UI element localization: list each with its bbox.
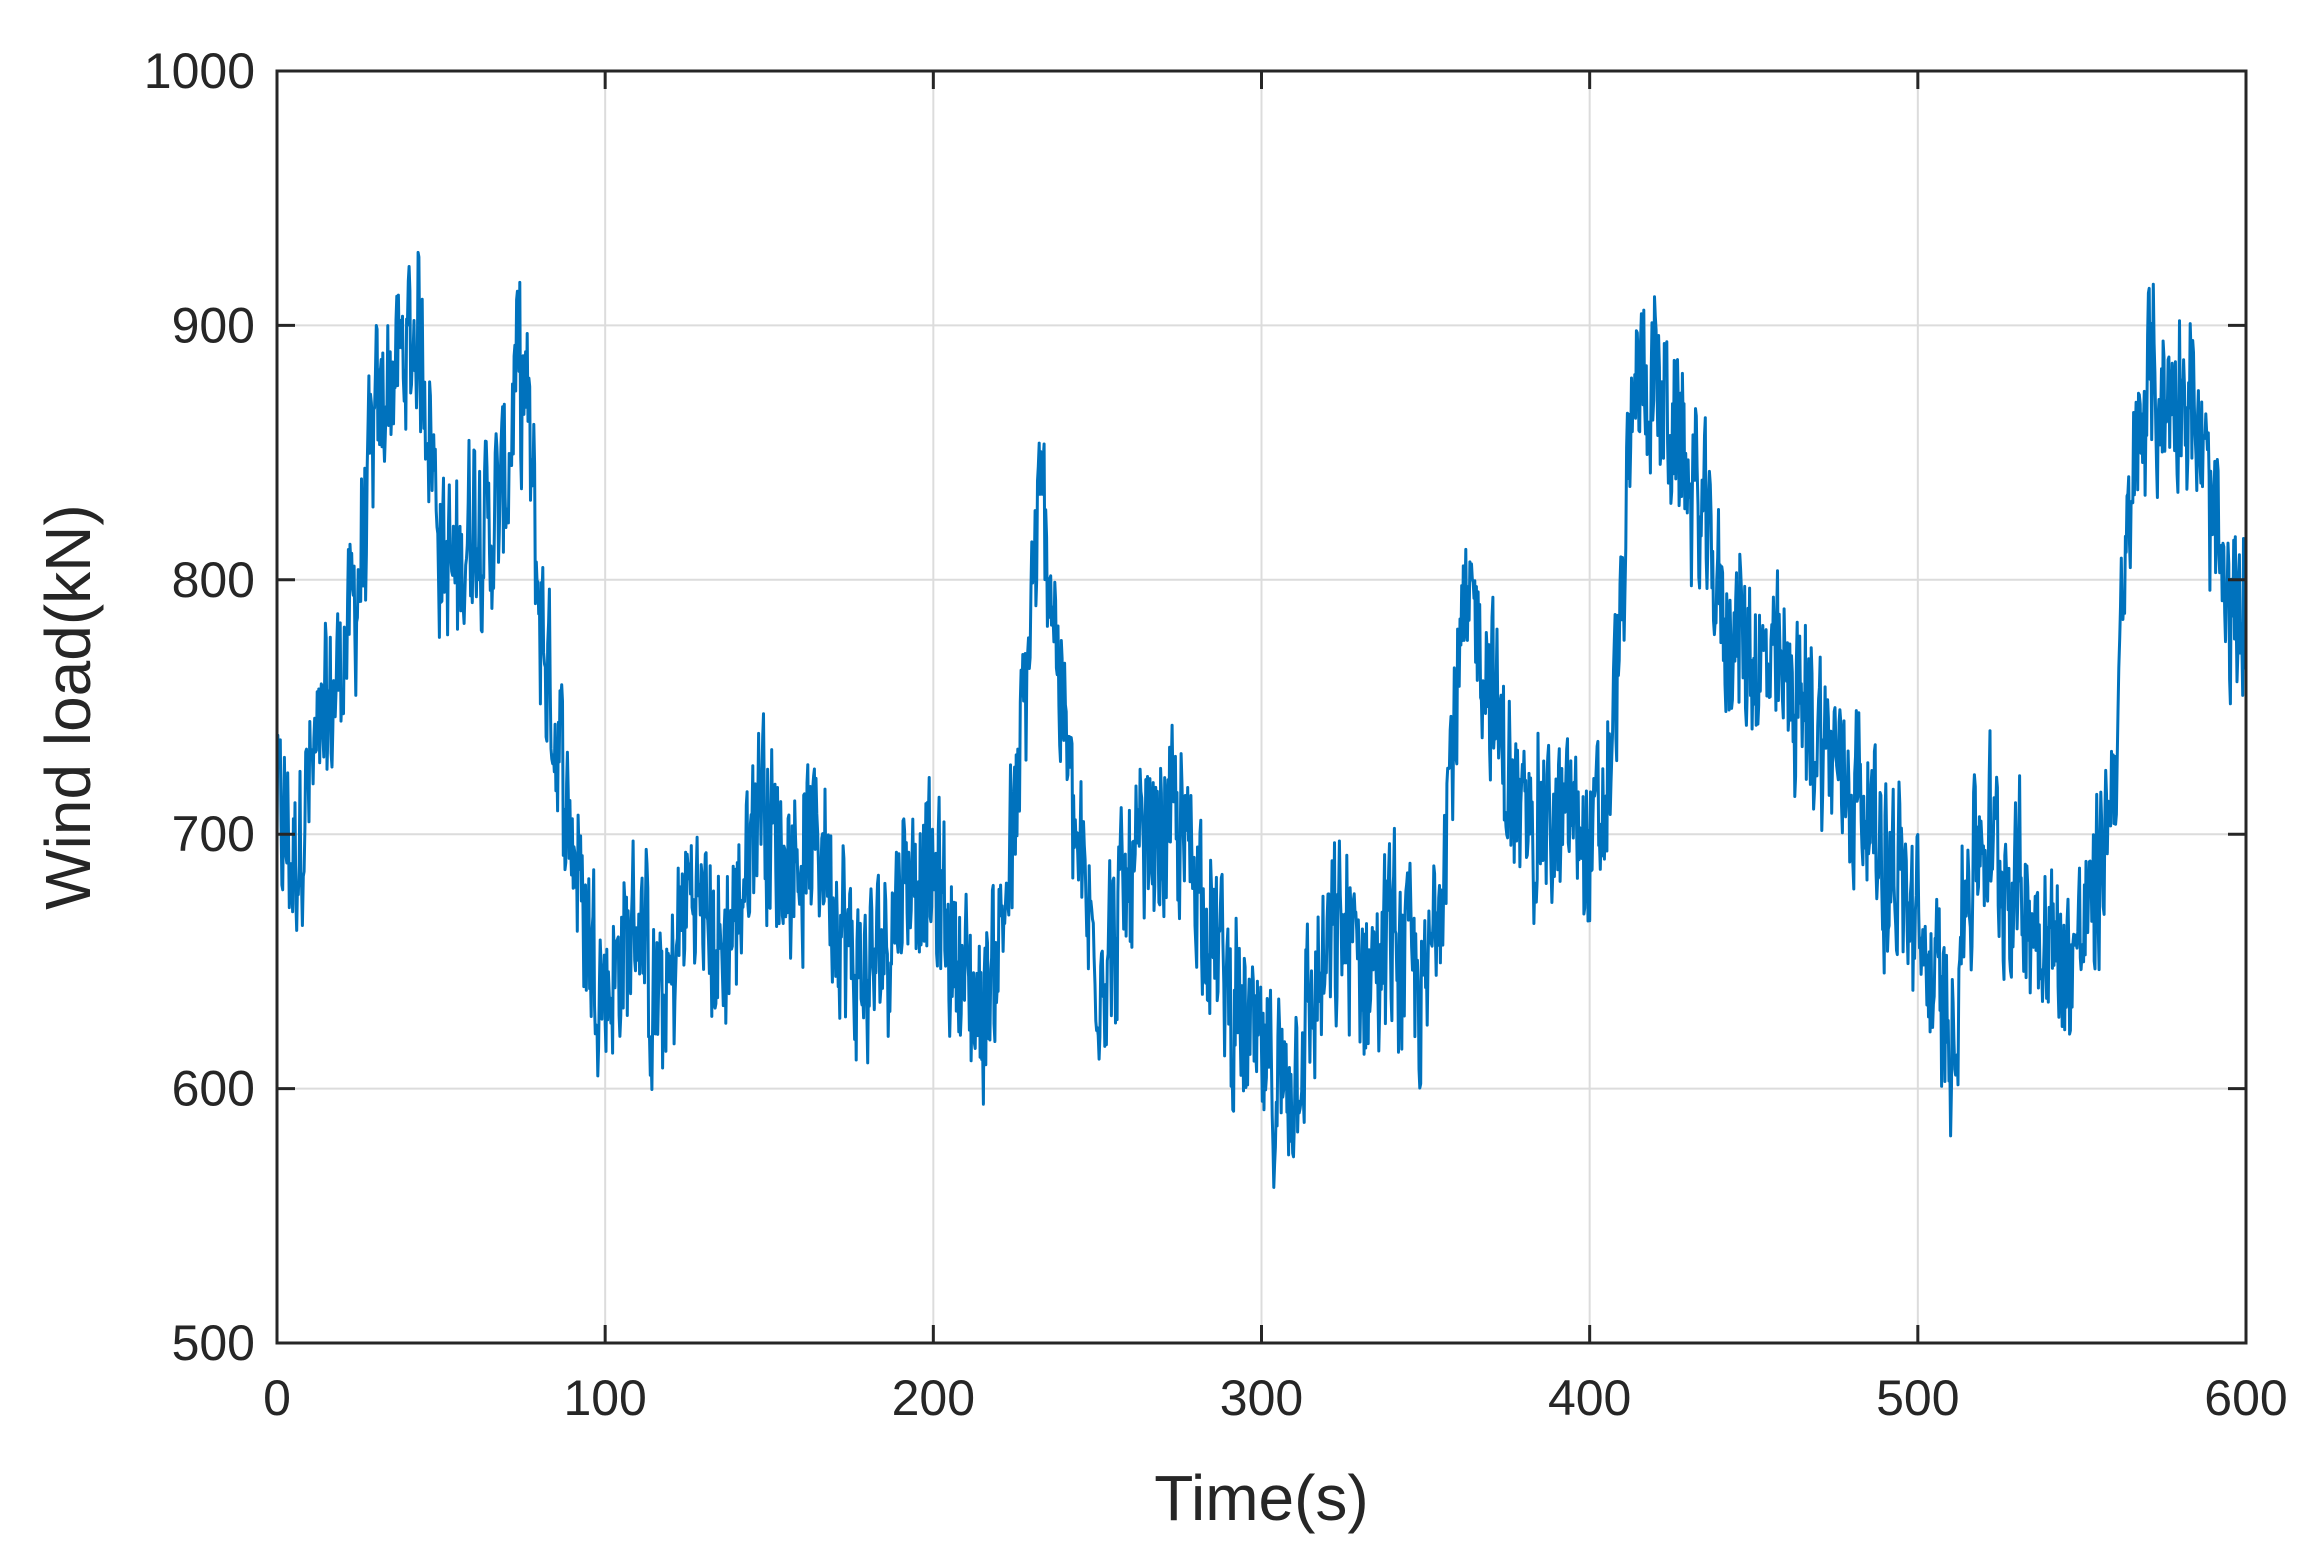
x-tick-label: 600 <box>2204 1370 2287 1426</box>
y-tick-label: 800 <box>172 552 255 608</box>
x-tick-labels: 0 100 200 300 400 500 600 <box>263 1370 2288 1426</box>
y-tick-label: 700 <box>172 806 255 862</box>
x-tick-label: 500 <box>1876 1370 1959 1426</box>
y-tick-label: 1000 <box>144 43 255 99</box>
x-tick-label: 200 <box>892 1370 975 1426</box>
x-tick-label: 100 <box>563 1370 646 1426</box>
plot-area <box>277 250 2246 1189</box>
y-tick-label: 600 <box>172 1061 255 1117</box>
x-tick-label: 300 <box>1220 1370 1303 1426</box>
x-axis-label: Time(s) <box>1154 1462 1368 1534</box>
y-tick-label: 500 <box>172 1315 255 1371</box>
y-tick-label: 900 <box>172 297 255 353</box>
tick-marks <box>275 69 2248 1345</box>
x-tick-label: 0 <box>263 1370 291 1426</box>
series-line <box>277 250 2246 1189</box>
x-tick-label: 400 <box>1548 1370 1631 1426</box>
y-tick-labels: 500 600 700 800 900 1000 <box>144 43 255 1371</box>
y-axis-label: Wind load(kN) <box>32 504 104 909</box>
